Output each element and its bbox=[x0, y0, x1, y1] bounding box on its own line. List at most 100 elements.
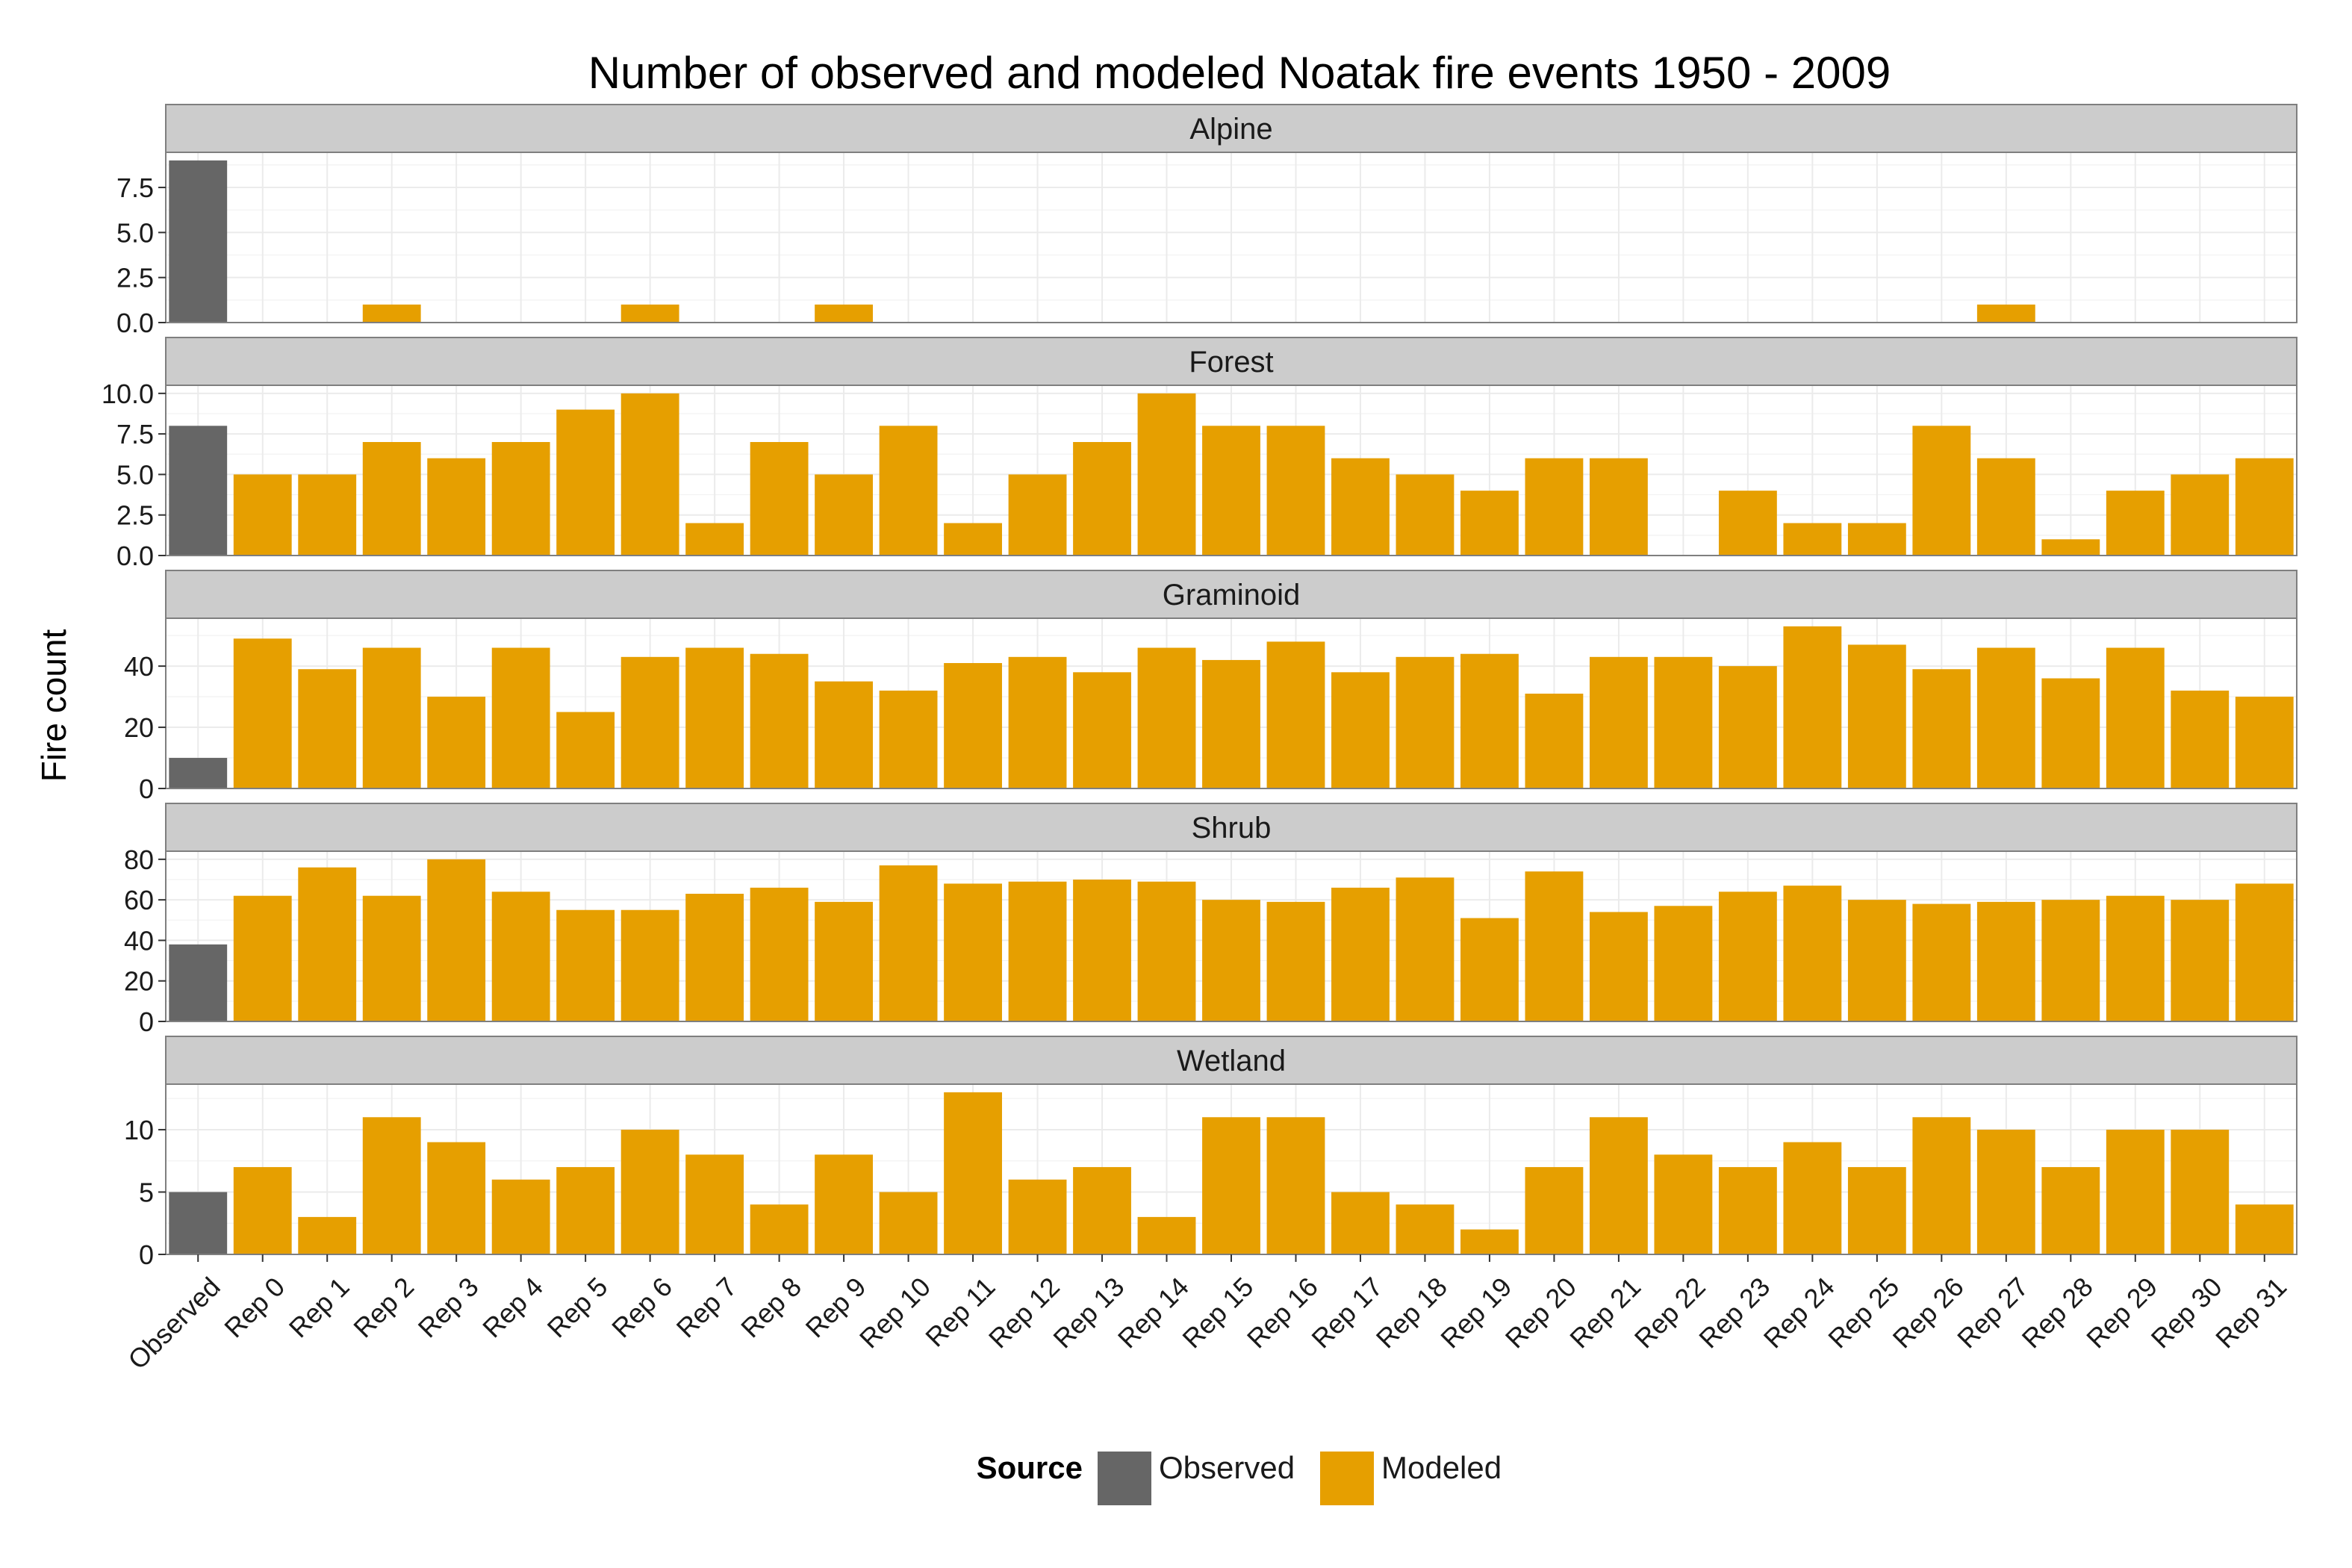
bar-graminoid-rep-11 bbox=[944, 663, 1002, 788]
bar-forest-rep-17 bbox=[1331, 458, 1390, 556]
bar-wetland-rep-20 bbox=[1525, 1167, 1584, 1254]
strip-label-alpine: Alpine bbox=[1189, 113, 1272, 146]
facet-wetland: Wetland 0 5 10 bbox=[124, 1036, 2297, 1270]
bar-wetland-rep-1 bbox=[298, 1216, 357, 1254]
bar-shrub-rep-19 bbox=[1460, 918, 1519, 1021]
bar-alpine-rep-6 bbox=[620, 304, 679, 323]
bar-shrub-rep-11 bbox=[944, 883, 1002, 1021]
bar-forest-rep-16 bbox=[1266, 426, 1325, 556]
chart-title: Number of observed and modeled Noatak fi… bbox=[588, 48, 1891, 98]
x-tick-label-rep-30: Rep 30 bbox=[2145, 1271, 2228, 1354]
bar-graminoid-rep-18 bbox=[1396, 656, 1455, 788]
panel-border-forest bbox=[165, 385, 2297, 556]
bar-shrub-rep-18 bbox=[1396, 877, 1455, 1021]
bar-shrub-rep-20 bbox=[1525, 871, 1584, 1021]
bar-shrub-rep-13 bbox=[1073, 880, 1131, 1021]
legend-label-modeled: Modeled bbox=[1381, 1450, 1502, 1485]
x-tick-label-rep-24: Rep 24 bbox=[1758, 1271, 1841, 1354]
bar-wetland-rep-18 bbox=[1396, 1204, 1455, 1254]
y-axis-label: Fire count bbox=[34, 629, 73, 783]
bar-graminoid-rep-13 bbox=[1073, 672, 1131, 788]
x-tick-label-rep-28: Rep 28 bbox=[2016, 1271, 2099, 1354]
bar-wetland-rep-30 bbox=[2171, 1129, 2230, 1254]
y-tick-label: 10.0 bbox=[102, 379, 154, 409]
gridlines-alpine bbox=[166, 152, 2297, 323]
facet-alpine: Alpine 0.0 2.5 5.0 7.5 bbox=[116, 104, 2297, 338]
y-tick-label: 0 bbox=[139, 774, 154, 804]
strip-label-shrub: Shrub bbox=[1192, 812, 1272, 844]
x-tick-label-rep-18: Rep 18 bbox=[1370, 1271, 1453, 1354]
bar-graminoid-rep-9 bbox=[815, 681, 874, 788]
bar-shrub-rep-15 bbox=[1202, 900, 1260, 1021]
bar-forest-rep-1 bbox=[298, 474, 357, 556]
bar-graminoid-rep-25 bbox=[1847, 644, 1906, 788]
bar-graminoid-rep-7 bbox=[685, 647, 744, 788]
bar-forest-rep-12 bbox=[1008, 474, 1067, 556]
bar-graminoid-rep-2 bbox=[362, 647, 421, 788]
bar-shrub-rep-0 bbox=[233, 895, 292, 1021]
facet-shrub: Shrub 0 20 40 60 80 bbox=[124, 803, 2297, 1037]
x-tick-label-rep-12: Rep 12 bbox=[983, 1271, 1065, 1354]
bar-graminoid-rep-15 bbox=[1202, 659, 1260, 788]
bar-graminoid-rep-19 bbox=[1460, 653, 1519, 788]
bar-graminoid-rep-3 bbox=[427, 697, 486, 788]
bar-wetland-rep-31 bbox=[2235, 1204, 2294, 1254]
bar-shrub-rep-12 bbox=[1008, 881, 1067, 1021]
bar-shrub-rep-27 bbox=[1976, 901, 2035, 1021]
bar-shrub-rep-26 bbox=[1912, 903, 1971, 1021]
bar-shrub-rep-16 bbox=[1266, 901, 1325, 1021]
y-tick-label: 2.5 bbox=[116, 263, 154, 293]
x-tick-label-rep-5: Rep 5 bbox=[541, 1271, 614, 1343]
strip-alpine bbox=[165, 104, 2297, 153]
bar-graminoid-rep-4 bbox=[491, 647, 550, 788]
bar-forest-rep-26 bbox=[1912, 426, 1971, 556]
x-tick-label-rep-4: Rep 4 bbox=[476, 1271, 549, 1343]
bar-wetland-rep-21 bbox=[1589, 1117, 1648, 1254]
bar-wetland-rep-6 bbox=[620, 1129, 679, 1254]
x-tick-label-rep-25: Rep 25 bbox=[1822, 1271, 1905, 1354]
x-tick-label-rep-15: Rep 15 bbox=[1176, 1271, 1259, 1354]
y-tick-label: 2.5 bbox=[116, 500, 154, 531]
bar-wetland-rep-10 bbox=[879, 1192, 938, 1254]
bar-graminoid-rep-27 bbox=[1976, 647, 2035, 788]
bar-forest-rep-20 bbox=[1525, 458, 1584, 556]
bar-wetland-rep-3 bbox=[427, 1142, 486, 1254]
strip-shrub bbox=[165, 803, 2297, 852]
legend-key-observed bbox=[1098, 1452, 1151, 1505]
bars-forest bbox=[169, 393, 2294, 556]
bar-graminoid-rep-22 bbox=[1654, 656, 1713, 788]
x-tick-label-rep-21: Rep 21 bbox=[1564, 1271, 1646, 1354]
y-tick-label: 7.5 bbox=[116, 419, 154, 449]
bar-shrub-rep-29 bbox=[2106, 895, 2165, 1021]
bars-wetland bbox=[169, 1092, 2294, 1254]
x-tick-label-rep-7: Rep 7 bbox=[671, 1271, 743, 1343]
bar-shrub-rep-24 bbox=[1783, 886, 1842, 1021]
x-tick-label-rep-20: Rep 20 bbox=[1499, 1271, 1582, 1354]
facet-panels: Alpine 0.0 2.5 5.0 7.5 Forest 0.0 2.5 5.0 7.5 10.0… bbox=[102, 104, 2297, 1270]
y-tick-label: 5.0 bbox=[116, 459, 154, 490]
bar-graminoid-rep-0 bbox=[233, 638, 292, 788]
bar-forest-rep-9 bbox=[815, 474, 874, 556]
bar-forest-rep-18 bbox=[1396, 474, 1455, 556]
bar-wetland-observed bbox=[169, 1192, 228, 1254]
bar-alpine-rep-9 bbox=[815, 304, 874, 323]
panel-border-alpine bbox=[165, 152, 2297, 323]
bar-forest-rep-13 bbox=[1073, 442, 1131, 556]
bars-alpine bbox=[169, 160, 2035, 323]
bar-graminoid-rep-14 bbox=[1137, 647, 1196, 788]
x-tick-label-rep-8: Rep 8 bbox=[735, 1271, 807, 1343]
x-tick-label-rep-22: Rep 22 bbox=[1628, 1271, 1711, 1354]
bar-forest-rep-28 bbox=[2041, 539, 2100, 556]
bar-wetland-rep-4 bbox=[491, 1179, 550, 1254]
facet-graminoid: Graminoid 0 20 40 bbox=[124, 570, 2297, 804]
x-tick-label-rep-0: Rep 0 bbox=[218, 1271, 290, 1343]
x-tick-label-rep-27: Rep 27 bbox=[1951, 1271, 2034, 1354]
bar-forest-rep-3 bbox=[427, 458, 486, 556]
facet-forest: Forest 0.0 2.5 5.0 7.5 10.0 bbox=[102, 337, 2297, 571]
bar-graminoid-rep-23 bbox=[1718, 666, 1777, 788]
bar-forest-rep-8 bbox=[750, 442, 809, 556]
bar-shrub-rep-10 bbox=[879, 865, 938, 1021]
bar-wetland-rep-19 bbox=[1460, 1229, 1519, 1254]
bar-forest-rep-21 bbox=[1589, 458, 1648, 556]
